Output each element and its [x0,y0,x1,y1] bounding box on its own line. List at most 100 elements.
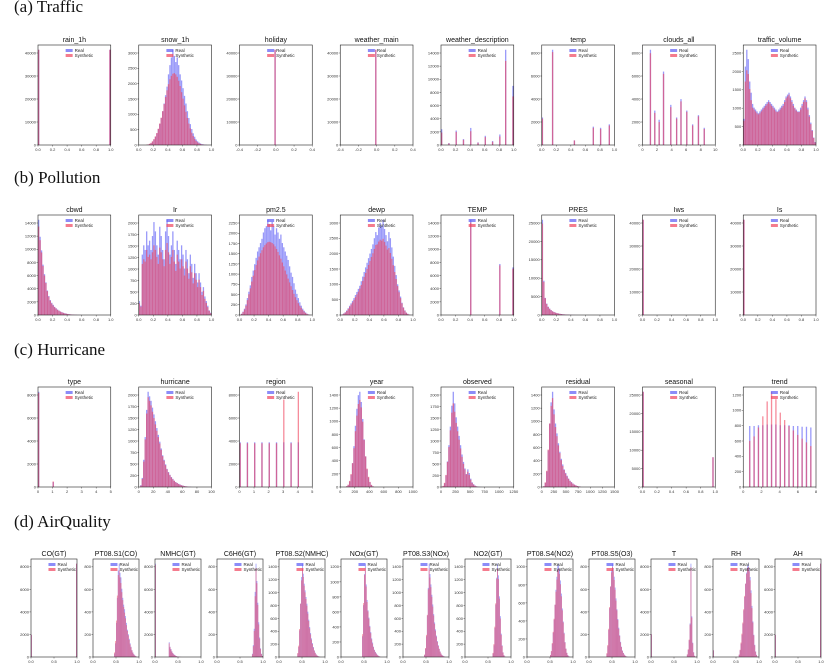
y-tick-label: 1000 [430,438,440,443]
synthetic-bar [151,141,154,145]
plot-frame [440,214,515,316]
x-tick-label: 0.8 [295,317,301,322]
legend-real-label: Real [57,562,66,567]
synthetic-bar [378,656,380,657]
synthetic-bar [749,88,751,145]
synthetic-bar [302,309,304,315]
synthetic-bar [573,140,576,145]
synthetic-bar [749,440,751,487]
histogram-panel: Ir 0.0 0.2 0.4 0.6 0.8 1.0 0 250 500 750 1000 1250 15… [128,207,215,322]
synthetic-bar [592,127,594,145]
synthetic-bar [372,643,374,657]
synthetic-bar [740,642,742,657]
synthetic-bar [474,485,476,487]
histogram-panel: weather_description 0.0 0.2 0.4 0.6 0.8 1.0 0 20… [428,37,517,152]
plot-frame [339,214,414,316]
synthetic-bar [176,254,178,315]
synthetic-bar [497,568,498,657]
panel-title: C6H6(GT) [224,551,256,558]
histogram-panel: holiday -0.4 -0.2 0.0 0.2 0.4 0 10000 20000 30000… [226,37,315,152]
y-tick-label: 800 [84,564,91,569]
y-tick-label: 1000 [392,590,402,595]
legend-real-label: Real [367,562,376,567]
legend-synthetic-swatch [267,396,275,399]
x-tick-label: 0.0 [374,147,380,152]
synthetic-bar [129,644,131,657]
synthetic-bar [608,628,610,657]
synthetic-bar [770,391,773,487]
legend-real-label: Real [679,390,688,395]
x-tick-label: 1.0 [309,317,315,322]
synthetic-bar [76,563,77,657]
y-tick-label: 8000 [430,90,440,95]
legend-synthetic-swatch [234,568,242,571]
legend-synthetic-swatch [670,54,678,57]
y-tick-label: 0 [235,484,238,489]
y-tick-label: 8000 [27,392,37,397]
synthetic-bar [45,283,47,315]
y-tick-label: 15000 [629,429,641,434]
y-tick-label: 6000 [144,587,154,592]
x-tick-label: 0.6 [784,147,790,152]
y-tick-label: 800 [208,564,215,569]
synthetic-bar [52,481,54,487]
x-tick-label: 0.0 [90,659,96,664]
x-tick-label: 0.4 [669,317,675,322]
synthetic-bar [160,117,162,145]
x-tick-label: 1 [51,489,54,494]
legend-synthetic-swatch [358,568,366,571]
synthetic-bar [375,652,376,657]
y-tick-label: 6000 [764,587,774,592]
synthetic-bar [772,107,774,145]
y-tick-label: 600 [735,438,742,443]
y-tick-label: 400 [394,629,401,634]
synthetic-bar [797,434,799,487]
synthetic-bar [170,649,172,657]
legend-real-swatch [267,49,275,52]
x-tick-label: 1.0 [384,659,390,664]
synthetic-bar [751,608,753,657]
synthetic-bar [205,302,207,315]
synthetic-bar [757,427,760,487]
synthetic-bar [775,399,777,487]
y-tick-label: 30000 [730,243,742,248]
x-tick-label: 0.0 [28,659,34,664]
legend-synthetic-label: Synthetic [175,53,194,58]
synthetic-bar [118,570,120,657]
synthetic-bar [291,290,294,315]
synthetic-bar [134,655,136,657]
synthetic-bar [351,302,354,315]
synthetic-bar [150,142,152,145]
panel-title: PT08.S5(O3) [591,551,632,558]
synthetic-bar [380,240,383,315]
legend-real-swatch [267,391,275,394]
x-tick-label: 0.0 [214,659,220,664]
legend-real-label: Real [578,218,587,223]
x-tick-label: 0.0 [400,659,406,664]
x-tick-label: 600 [381,489,388,494]
synthetic-bar [38,49,40,146]
legend-synthetic-swatch [166,224,174,227]
panel-title: PT08.S2(NMHC) [276,551,329,558]
legend-synthetic-label: Synthetic [578,223,597,228]
synthetic-bar [367,476,370,487]
y-tick-label: 400 [533,458,540,463]
synthetic-bar [116,620,117,657]
synthetic-bar [178,484,180,487]
legend-real-label: Real [578,48,587,53]
synthetic-bar [150,405,152,487]
plot-frame [239,44,313,146]
x-tick-label: 0.0 [273,147,279,152]
plot-frame [37,44,112,146]
synthetic-bar [807,109,809,145]
synthetic-bar [566,652,568,657]
synthetic-bar [364,567,366,657]
synthetic-bar [615,600,617,657]
y-tick-label: 0 [27,654,30,659]
synthetic-bar [441,655,443,657]
plot-frame [37,214,112,316]
synthetic-bar [608,125,610,145]
